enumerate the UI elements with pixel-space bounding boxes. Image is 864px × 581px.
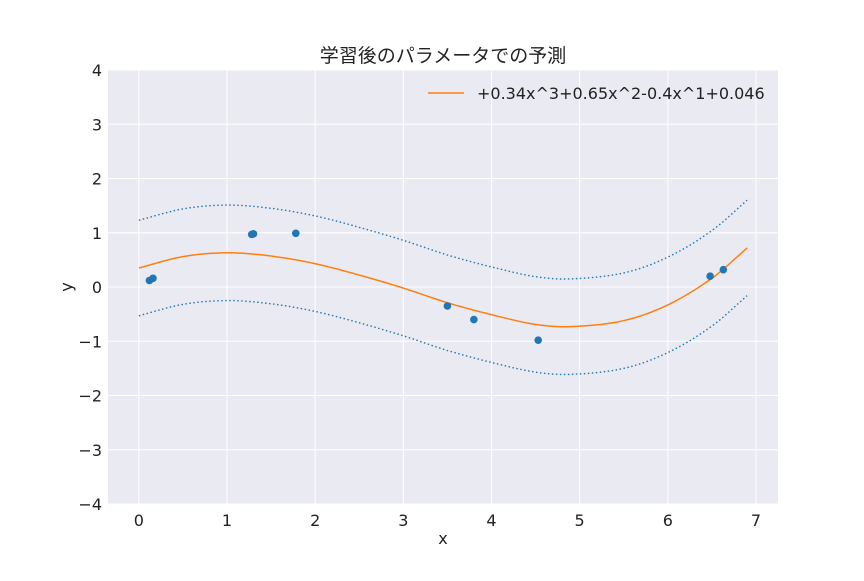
y-axis-label: y [57, 282, 76, 291]
grid [108, 69, 778, 505]
scatter-point [719, 265, 728, 274]
y-tick-label: 4 [92, 61, 102, 80]
y-tick-label: 0 [92, 278, 102, 297]
x-tick-label: 3 [398, 511, 408, 530]
x-tick-label: 6 [663, 511, 673, 530]
fit-line [138, 247, 748, 328]
y-tick-label: 3 [92, 115, 102, 134]
x-axis-label: x [438, 529, 447, 548]
confidence-bands [138, 199, 748, 376]
x-tick-label: 0 [134, 511, 144, 530]
x-tick-label: 2 [310, 511, 320, 530]
y-tick-labels: −4 −3 −2 −1 0 1 2 3 4 [78, 61, 102, 514]
scatter-point [534, 336, 543, 344]
scatter-points [145, 229, 728, 344]
y-tick-label: −2 [78, 387, 102, 406]
scatter-point [470, 315, 478, 324]
y-tick-label: −3 [78, 441, 102, 460]
chart-title: 学習後のパラメータでの予測 [320, 45, 566, 67]
upper-band-line [138, 199, 748, 280]
scatter-point [249, 230, 258, 238]
scatter-point [149, 274, 157, 283]
x-tick-label: 4 [486, 511, 496, 530]
y-tick-label: −1 [78, 332, 102, 351]
x-tick-labels: 0 1 2 3 4 5 6 7 [134, 511, 761, 530]
x-tick-label: 7 [751, 511, 761, 530]
x-tick-label: 1 [222, 511, 232, 530]
scatter-point [443, 302, 452, 310]
legend-label: +0.34x^3+0.65x^2-0.4x^1+0.046 [477, 84, 765, 103]
y-tick-label: 1 [92, 224, 102, 243]
y-tick-label: −4 [78, 495, 102, 514]
scatter-point [706, 272, 714, 280]
lower-band-line [138, 295, 748, 376]
legend: +0.34x^3+0.65x^2-0.4x^1+0.046 [428, 84, 765, 103]
scatter-point [291, 229, 300, 238]
x-tick-label: 5 [575, 511, 585, 530]
y-tick-label: 2 [92, 170, 102, 189]
